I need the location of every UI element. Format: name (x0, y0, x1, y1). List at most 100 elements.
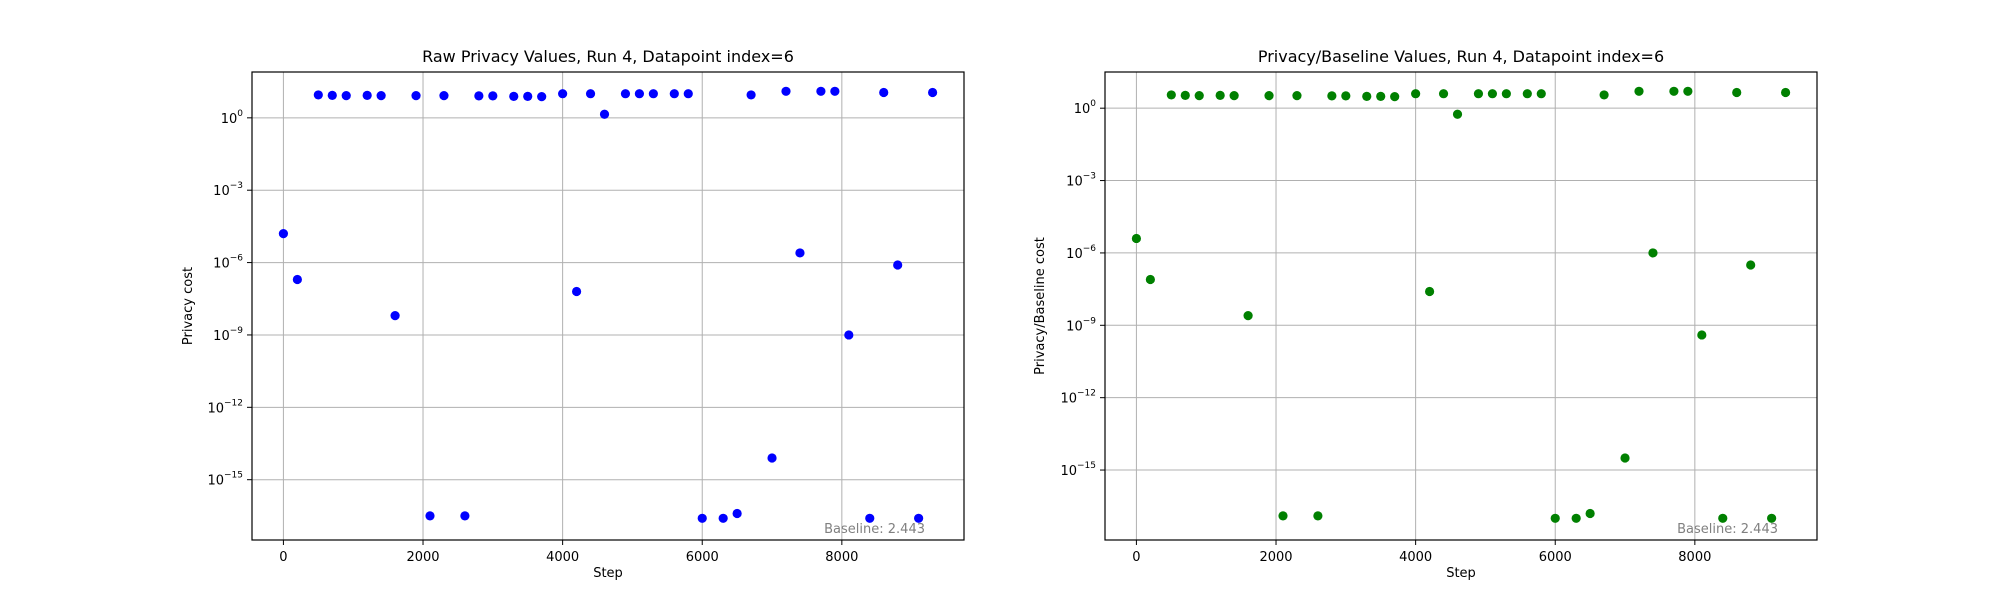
y-tick-label: 10−9 (213, 326, 243, 344)
data-point (1390, 92, 1400, 102)
data-point (718, 513, 728, 523)
data-point (927, 87, 938, 98)
data-point (558, 89, 568, 99)
data-point (1697, 330, 1707, 340)
x-tick-label: 0 (1132, 550, 1140, 565)
data-point (1732, 87, 1742, 98)
x-axis-label: Step (1446, 566, 1476, 581)
data-point (1599, 90, 1609, 100)
data-point (1634, 86, 1644, 96)
data-point (1648, 248, 1658, 258)
x-tick-label: 2000 (406, 550, 439, 565)
data-point (1718, 513, 1728, 523)
data-point (1683, 86, 1693, 96)
data-point (537, 92, 547, 102)
data-point (1166, 90, 1176, 100)
data-point (362, 90, 372, 100)
data-point (879, 87, 889, 98)
baseline-annotation: Baseline: 2.443 (1677, 522, 1778, 537)
data-point (390, 311, 400, 321)
data-point (816, 86, 826, 96)
data-point (914, 513, 924, 523)
plot-frame (251, 71, 965, 541)
data-point (1780, 87, 1791, 98)
data-point (865, 513, 875, 523)
x-axis-label: Step (593, 566, 623, 581)
data-point (425, 511, 435, 521)
data-point (1278, 511, 1288, 521)
data-point (683, 89, 693, 99)
data-point (1746, 260, 1756, 270)
data-point (1424, 286, 1435, 297)
data-point (620, 89, 631, 99)
chart-title: Privacy/Baseline Values, Run 4, Datapoin… (1258, 47, 1664, 66)
data-point (585, 89, 596, 99)
y-tick-label: 10−15 (1060, 461, 1096, 479)
data-point (1264, 91, 1274, 101)
data-point (292, 274, 302, 285)
data-point (599, 109, 610, 119)
data-point (781, 86, 791, 96)
data-point (669, 89, 679, 99)
data-point (1473, 89, 1484, 99)
data-point (830, 86, 840, 96)
y-tick-label: 100 (221, 109, 244, 127)
data-point (1522, 89, 1532, 99)
data-point (376, 91, 386, 101)
data-point (1243, 311, 1253, 321)
data-point (1620, 453, 1630, 463)
data-point (1571, 513, 1581, 523)
data-point (1194, 91, 1204, 101)
data-point (1229, 91, 1239, 101)
data-point (1501, 89, 1511, 99)
data-point (844, 330, 854, 340)
data-point (697, 513, 707, 523)
x-tick-label: 0 (279, 550, 287, 565)
data-point (1669, 86, 1679, 96)
data-point (313, 90, 323, 100)
x-tick-label: 8000 (1678, 550, 1711, 565)
y-axis-label: Privacy cost (181, 267, 196, 345)
data-point (1362, 91, 1372, 101)
data-point (411, 91, 421, 101)
data-point (509, 91, 519, 101)
data-point (634, 89, 645, 99)
data-point (1550, 513, 1560, 523)
data-point (1376, 91, 1386, 101)
data-point (1487, 89, 1498, 99)
y-tick-label: 10−6 (1066, 244, 1096, 262)
data-point (1327, 91, 1337, 101)
y-axis-label: Privacy/Baseline cost (1033, 237, 1048, 375)
y-tick-label: 100 (1074, 99, 1097, 117)
data-point (767, 453, 777, 463)
data-point (893, 260, 903, 270)
data-point (474, 91, 484, 101)
x-tick-label: 8000 (825, 550, 858, 565)
data-point (460, 511, 470, 521)
y-tick-label: 10−12 (207, 398, 243, 416)
data-point (1341, 91, 1351, 101)
y-tick-label: 10−3 (213, 181, 243, 199)
x-tick-label: 2000 (1259, 550, 1292, 565)
data-point (327, 90, 337, 100)
data-point (1767, 513, 1777, 523)
data-point (488, 91, 498, 101)
data-point (1438, 89, 1449, 99)
data-point (278, 229, 289, 239)
data-point (571, 286, 582, 297)
data-point (1145, 274, 1155, 285)
data-point (648, 89, 658, 99)
data-point (1215, 90, 1225, 100)
data-point (1585, 508, 1595, 519)
chart-privacy-baseline: 0 2000 4000 6000 8000 100 10−3 10−6 10−9 10−12 10−… (1033, 47, 1818, 581)
x-tick-label: 6000 (686, 550, 719, 565)
y-tick-label: 10−15 (207, 471, 243, 489)
data-point (1292, 91, 1302, 101)
chart-raw-privacy: 0 2000 4000 6000 8000 100 10−3 10−6 10−9 10−12 10−… (181, 47, 965, 581)
data-point (523, 91, 533, 101)
y-tick-label: 10−3 (1066, 172, 1096, 190)
data-point (1411, 89, 1421, 99)
data-point (439, 91, 449, 101)
baseline-annotation: Baseline: 2.443 (824, 522, 925, 537)
